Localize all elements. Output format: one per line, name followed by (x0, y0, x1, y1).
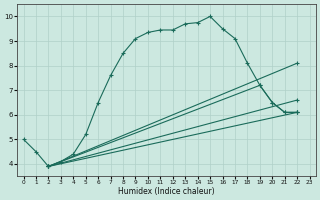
X-axis label: Humidex (Indice chaleur): Humidex (Indice chaleur) (118, 187, 215, 196)
